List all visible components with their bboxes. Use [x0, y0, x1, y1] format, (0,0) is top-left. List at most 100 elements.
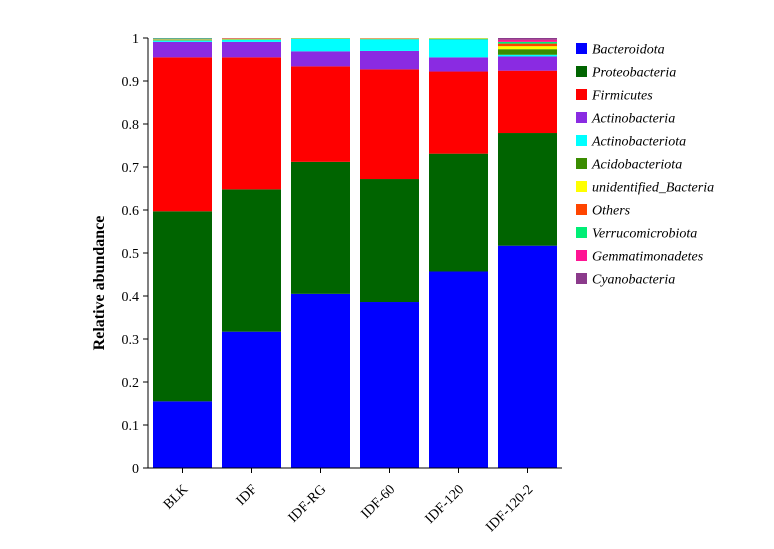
y-ticks: 0 0.1 0.2 0.3 0.4 0.5 0.6 0.7 0.8 0.9 1 [122, 32, 148, 477]
bar-segment-actinobacteria [429, 57, 488, 72]
legend-swatch [576, 273, 587, 284]
y-tick-label: 0.4 [122, 290, 140, 305]
legend-label: Actinobacteria [591, 112, 675, 127]
bar-segment-bacteroidota [291, 293, 350, 468]
bar-stack-idf [222, 38, 281, 468]
y-tick-label: 0.8 [122, 118, 140, 133]
legend-item: Proteobacteria [576, 66, 676, 81]
bar-segment-proteobacteria [222, 189, 281, 332]
bar-segment-proteobacteria [153, 211, 212, 402]
bar-stack-idf-60 [360, 38, 419, 468]
bar-segment-bacteroidota [153, 401, 212, 468]
bar-segment-bacteroidota [222, 331, 281, 468]
bar-segment-gemmatimonadetes [498, 39, 557, 42]
bar-segment-proteobacteria [360, 179, 419, 303]
legend-label: Cyanobacteria [592, 273, 675, 288]
legend-item: Bacteroidota [576, 43, 665, 58]
y-tick-label: 0.5 [122, 247, 140, 262]
bar-segment-verrucomicrobiota [153, 38, 212, 40]
y-tick-label: 0.2 [122, 376, 140, 391]
bar-segment-actinobacteria [498, 56, 557, 71]
bar-segment-bacteroidota [429, 271, 488, 468]
x-tick-label: IDF-RG [286, 482, 330, 526]
bar-segment-bacteroidota [360, 302, 419, 468]
bar-segment-proteobacteria [498, 133, 557, 246]
bar-segment-actinobacteriota [498, 54, 557, 57]
legend-label: Others [592, 204, 631, 219]
legend-swatch [576, 89, 587, 100]
legend: Bacteroidota Proteobacteria Firmicutes Acti… [576, 43, 714, 288]
y-tick-label: 0.1 [122, 419, 140, 434]
x-ticks: BLK IDF IDF-RG IDF-60 IDF-120 IDF-120-2 [161, 468, 536, 535]
legend-label: Proteobacteria [591, 66, 676, 81]
x-tick-label: IDF [234, 482, 261, 509]
bar-segment-firmicutes [360, 69, 419, 180]
y-tick-label: 0.7 [122, 161, 140, 176]
legend-item: Others [576, 204, 631, 219]
bar-segment-actinobacteria [291, 51, 350, 67]
bar-segment-firmicutes [429, 71, 488, 154]
legend-swatch [576, 158, 587, 169]
legend-label: Bacteroidota [592, 43, 665, 58]
legend-label: Firmicutes [591, 89, 653, 104]
legend-label: Gemmatimonadetes [592, 250, 704, 265]
bar-segment-actinobacteria [360, 50, 419, 70]
legend-item: Actinobacteria [576, 112, 675, 127]
legend-item: Verrucomicrobiota [576, 227, 697, 242]
legend-item: Actinobacteriota [576, 135, 686, 150]
legend-swatch [576, 43, 587, 54]
bar-segment-others [498, 43, 557, 47]
bar-stack-idf-120 [429, 38, 488, 468]
bar-segment-actinobacteriota [429, 39, 488, 58]
legend-label: Verrucomicrobiota [592, 227, 697, 242]
legend-item: Gemmatimonadetes [576, 250, 704, 265]
legend-swatch [576, 112, 587, 123]
bar-segment-actinobacteriota [153, 40, 212, 42]
legend-item: Firmicutes [576, 89, 653, 104]
bar-segment-verrucomicrobiota [498, 41, 557, 44]
bar-segment-actinobacteriota [360, 39, 419, 51]
bar-segment-firmicutes [153, 57, 212, 212]
bars-layer [153, 38, 557, 468]
x-tick-label: BLK [161, 482, 191, 512]
legend-item: unidentified_Bacteria [576, 181, 714, 196]
bar-segment-proteobacteria [429, 153, 488, 272]
bar-segment-firmicutes [498, 70, 557, 134]
legend-item: Cyanobacteria [576, 273, 675, 288]
bar-segment-firmicutes [291, 66, 350, 162]
legend-swatch [576, 66, 587, 77]
x-tick-label: IDF-120-2 [483, 482, 536, 535]
bar-segment-actinobacteriota [291, 38, 350, 52]
legend-swatch [576, 135, 587, 146]
y-axis-label: Relative abundance [91, 216, 108, 351]
bar-segment-cyanobacteria [498, 38, 557, 40]
legend-label: Acidobacteriota [591, 158, 682, 173]
y-tick-label: 1 [132, 32, 139, 47]
y-tick-label: 0.6 [122, 204, 140, 219]
bar-stack-blk [153, 38, 212, 468]
bar-segment-actinobacteria [153, 41, 212, 58]
bar-stack-idf-rg [291, 38, 350, 468]
legend-swatch [576, 250, 587, 261]
x-tick-label: IDF-60 [359, 482, 399, 522]
legend-swatch [576, 227, 587, 238]
legend-swatch [576, 204, 587, 215]
bar-stack-idf-120-2 [498, 38, 557, 468]
y-tick-label: 0.9 [122, 75, 140, 90]
x-tick-label: IDF-120 [423, 482, 468, 527]
legend-item: Acidobacteriota [576, 158, 682, 173]
bar-segment-actinobacteriota [222, 39, 281, 42]
y-tick-label: 0 [132, 462, 139, 477]
y-tick-label: 0.3 [122, 333, 140, 348]
legend-label: Actinobacteriota [591, 135, 686, 150]
bar-segment-proteobacteria [291, 161, 350, 294]
legend-label: unidentified_Bacteria [592, 181, 714, 196]
bar-segment-firmicutes [222, 57, 281, 190]
bar-segment-acidobacteriota [498, 49, 557, 55]
legend-swatch [576, 181, 587, 192]
bar-segment-bacteroidota [498, 245, 557, 468]
bar-segment-unidentified-bacteria [498, 46, 557, 50]
bar-segment-actinobacteria [222, 41, 281, 58]
